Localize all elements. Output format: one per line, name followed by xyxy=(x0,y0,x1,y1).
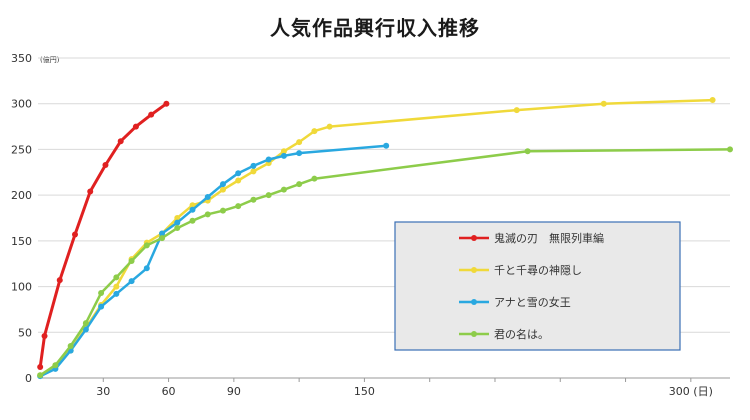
data-point xyxy=(98,289,105,296)
series-line-2 xyxy=(39,144,387,378)
y-tick-label: 0 xyxy=(25,372,32,385)
data-point xyxy=(265,192,272,199)
data-point xyxy=(148,111,155,118)
legend-box xyxy=(394,221,681,351)
data-point xyxy=(600,100,607,107)
data-point xyxy=(41,332,48,339)
data-point xyxy=(113,290,120,297)
data-point xyxy=(71,231,78,238)
y-tick-label: 100 xyxy=(11,281,32,294)
data-point xyxy=(265,156,272,163)
data-point xyxy=(98,303,105,310)
data-point xyxy=(235,203,242,210)
data-point xyxy=(113,283,120,290)
data-point xyxy=(132,123,139,130)
data-point xyxy=(56,277,63,284)
data-point xyxy=(296,181,303,188)
data-point xyxy=(219,186,226,193)
data-point xyxy=(296,139,303,146)
data-point xyxy=(82,320,89,327)
y-tick-label: 300 xyxy=(11,98,32,111)
y-tick-label: 250 xyxy=(11,143,32,156)
data-point xyxy=(113,274,120,281)
data-point xyxy=(174,215,181,221)
data-point xyxy=(326,123,333,130)
data-point xyxy=(189,202,196,209)
series-lines xyxy=(37,97,733,380)
y-tick-label: 200 xyxy=(11,189,32,202)
y-axis-unit: (億円) xyxy=(40,55,60,64)
legend-label: 千と千尋の神隠し xyxy=(494,263,582,277)
data-point xyxy=(128,257,135,264)
x-tick-label: 90 xyxy=(227,385,241,398)
data-point xyxy=(524,148,531,155)
x-tick-label: 30 xyxy=(96,385,110,398)
data-point xyxy=(82,326,89,333)
legend-label: 君の名は。 xyxy=(494,327,549,341)
data-point xyxy=(37,372,44,379)
data-point xyxy=(143,265,150,272)
data-point xyxy=(513,107,520,114)
data-point xyxy=(219,207,226,214)
y-axis-ticks: 0 50 100 150 200 250 300 350 xyxy=(11,52,32,385)
data-point xyxy=(67,343,74,349)
series-line-0 xyxy=(38,102,168,368)
legend-marker xyxy=(471,235,477,241)
data-point xyxy=(280,152,287,159)
x-tick-label: 60 xyxy=(162,385,176,398)
data-point xyxy=(163,100,170,107)
data-point xyxy=(727,146,733,153)
chart-title: 人気作品興行収入推移 xyxy=(270,16,480,40)
data-point xyxy=(159,230,166,237)
data-point xyxy=(296,150,303,157)
data-point xyxy=(117,138,124,145)
data-point xyxy=(174,225,181,232)
data-point xyxy=(311,128,318,135)
data-point xyxy=(250,196,257,203)
data-point xyxy=(189,206,196,213)
x-tick-label: 150 xyxy=(354,385,375,398)
data-point xyxy=(102,161,109,168)
data-point xyxy=(37,364,44,371)
data-point xyxy=(204,211,211,218)
data-point xyxy=(235,170,242,177)
data-point xyxy=(52,362,59,369)
data-point xyxy=(311,175,318,182)
y-tick-label: 350 xyxy=(11,52,32,65)
data-point xyxy=(219,181,226,188)
legend-marker xyxy=(471,299,477,305)
data-point xyxy=(383,142,390,149)
y-tick-label: 50 xyxy=(18,326,32,339)
legend-marker xyxy=(471,331,477,337)
data-point xyxy=(250,168,257,175)
legend-label: アナと雪の女王 xyxy=(494,295,571,309)
x-axis-ticks: 30 60 90 150 300 (日) xyxy=(96,378,713,398)
y-tick-label: 150 xyxy=(11,235,32,248)
data-point xyxy=(174,219,181,226)
data-point xyxy=(235,177,242,184)
data-point xyxy=(204,193,211,200)
legend-label: 鬼滅の刃 無限列車編 xyxy=(494,231,604,245)
data-point xyxy=(280,148,287,155)
data-point xyxy=(87,188,94,195)
data-point xyxy=(159,235,166,242)
data-point xyxy=(250,162,257,169)
data-point xyxy=(189,217,196,224)
x-tick-label: 300 (日) xyxy=(669,385,713,398)
data-point xyxy=(143,242,150,249)
data-point xyxy=(280,186,287,193)
data-point xyxy=(709,97,716,104)
data-point xyxy=(128,278,135,285)
legend-marker xyxy=(471,267,477,273)
